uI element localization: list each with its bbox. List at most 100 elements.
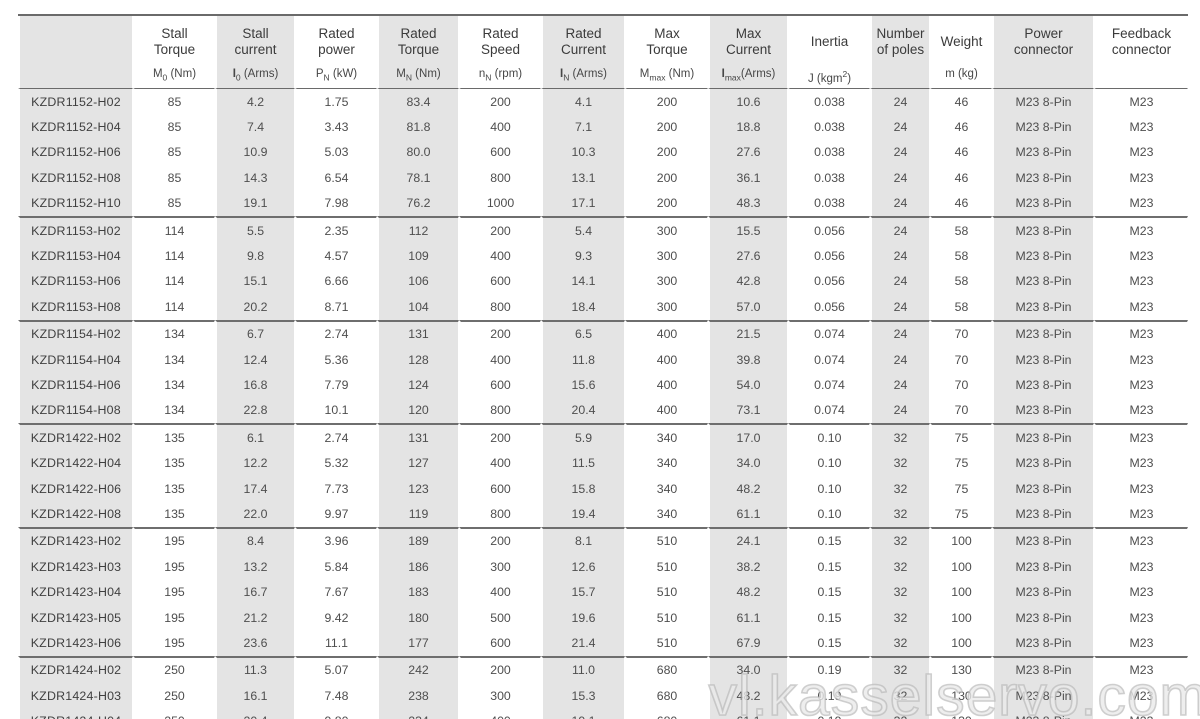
cell-value: 200	[459, 215, 541, 243]
cell-value: 234	[377, 708, 459, 719]
cell-value: 11.3	[215, 655, 295, 683]
column-header-unit	[1096, 67, 1187, 88]
table-row: KZDR1152-H10 85 19.1 7.98 76.2 1000 17.1 200 48.…	[18, 190, 1188, 216]
cell-value: 8.1	[541, 526, 625, 555]
cell-value: 5.07	[295, 655, 377, 683]
cell-value: 32	[870, 423, 930, 451]
column-header-label: Rated Torque	[397, 25, 440, 57]
table-row: KZDR1423-H06 195 23.6 11.1 177 600 21.4 510 67.9…	[18, 630, 1188, 656]
cell-value: 800	[490, 299, 511, 314]
cell-value: 250	[164, 688, 185, 703]
cell-value: 600	[490, 145, 511, 160]
cell-value: 510	[656, 610, 678, 625]
cell-value: 135	[164, 456, 185, 471]
cell-value: 81.8	[377, 114, 459, 140]
cell-value: 32	[870, 526, 930, 555]
column-header-unit: Imax(Arms)	[721, 68, 776, 83]
column-header-label: Stall current	[234, 25, 277, 57]
table-row: KZDR1154-H08 134 22.8 10.1 120 800 20.4 400 73.1…	[18, 397, 1188, 424]
motor-spec-table: Stall Torque M0 (Nm) Stall current I0 (Arms…	[18, 14, 1188, 719]
cell-value: 48.2	[708, 475, 788, 502]
cell-value: 0.10	[817, 506, 842, 521]
cell-value: 9.3	[541, 243, 625, 269]
table-row: KZDR1154-H04 134 12.4 5.36 128 400 11.8 400 39.8…	[18, 346, 1188, 373]
cell-value: 0.15	[817, 585, 842, 600]
cell-value: M23 8-Pin	[992, 190, 1094, 216]
cell-value: 48.3	[708, 190, 788, 216]
column-header-label: Power connector	[1013, 25, 1074, 57]
cell-value: 300	[490, 688, 511, 703]
cell-value: 7.67	[324, 585, 349, 600]
cell-value: 7.79	[324, 377, 349, 392]
column-header: Stall current I0 (Arms)	[215, 16, 295, 89]
cell-model: KZDR1153-H08	[18, 294, 133, 320]
cell-value: 5.32	[324, 456, 349, 471]
cell-value: 11.8	[541, 346, 625, 373]
cell-value: 8.4	[215, 526, 295, 555]
column-header: Rated Torque MN (Nm)	[377, 16, 459, 89]
cell-value: 120	[377, 397, 459, 424]
cell-value: 510	[625, 526, 708, 554]
column-header-unit	[994, 67, 1093, 88]
cell-value: 200	[490, 94, 511, 109]
cell-value: 510	[656, 585, 678, 600]
cell-value: 20.2	[215, 294, 295, 320]
table-row: KZDR1424-H03 250 16.1 7.48 238 300 15.3 680 48.2…	[18, 682, 1188, 709]
cell-value: 42.8	[708, 268, 788, 295]
cell-value: 34.0	[708, 655, 788, 683]
cell-model: KZDR1152-H02	[18, 89, 133, 115]
cell-value: 200	[656, 94, 678, 109]
cell-value: 21.5	[708, 319, 788, 347]
cell-value: 250	[133, 708, 215, 719]
cell-value: 134	[133, 319, 215, 347]
cell-value: 5.5	[215, 215, 295, 244]
cell-value: 680	[656, 688, 678, 703]
cell-model: KZDR1422-H02	[18, 423, 133, 451]
cell-value: M23	[1129, 585, 1154, 600]
column-header-label: Rated Current	[560, 25, 606, 57]
cell-value: 46	[954, 196, 969, 211]
cell-value: 7.48	[324, 688, 349, 703]
cell-value: 2.35	[295, 215, 377, 243]
cell-value: 0.19	[788, 708, 870, 719]
cell-value: 400	[656, 377, 678, 392]
cell-value: M23 8-Pin	[992, 372, 1094, 398]
cell-value: M23 8-Pin	[992, 165, 1094, 191]
cell-value: 17.4	[215, 475, 295, 502]
cell-value: M23	[1094, 526, 1188, 554]
cell-value: M23 8-Pin	[992, 526, 1094, 555]
table-row: KZDR1153-H04 114 9.8 4.57 109 400 9.3 300 27.6 0.…	[18, 243, 1188, 269]
cell-value: 15.8	[541, 475, 625, 502]
cell-model: KZDR1423-H02	[18, 526, 133, 555]
column-header: Inertia J (kgm2)	[788, 16, 870, 89]
cell-value: 34.0	[708, 450, 788, 476]
table-row: KZDR1154-H06 134 16.8 7.79 124 600 15.6 400 54.0…	[18, 372, 1188, 398]
cell-model: KZDR1154-H06	[18, 372, 133, 398]
cell-value: 180	[377, 604, 459, 631]
column-header-label: Rated power	[318, 25, 355, 57]
cell-value: M23	[1129, 145, 1154, 160]
cell-value: 70	[954, 403, 969, 418]
cell-value: 195	[164, 610, 185, 625]
cell-value: 85	[167, 145, 182, 160]
cell-value: 0.15	[817, 610, 842, 625]
column-header-label	[20, 16, 132, 67]
cell-value: M23	[1129, 94, 1154, 109]
column-header-label: Number of poles	[876, 25, 925, 57]
cell-value: 67.9	[708, 630, 788, 656]
cell-value: 22.0	[215, 501, 295, 527]
cell-value: 46	[954, 94, 969, 109]
cell-value: 48.2	[708, 579, 788, 605]
cell-value: 186	[377, 554, 459, 580]
cell-value: 119	[377, 501, 459, 527]
cell-value: 32	[870, 682, 930, 709]
column-header-unit: IN (Arms)	[559, 68, 608, 83]
column-header-unit	[20, 67, 132, 88]
cell-value: 200	[459, 655, 541, 683]
column-header-label: Max Torque	[646, 25, 688, 57]
cell-value: 19.4	[541, 501, 625, 527]
cell-value: M23 8-Pin	[992, 655, 1094, 683]
cell-value: 19.6	[541, 604, 625, 631]
cell-value: 400	[656, 403, 678, 418]
table-row: KZDR1153-H08 114 20.2 8.71 104 800 18.4 300 57.0…	[18, 294, 1188, 320]
